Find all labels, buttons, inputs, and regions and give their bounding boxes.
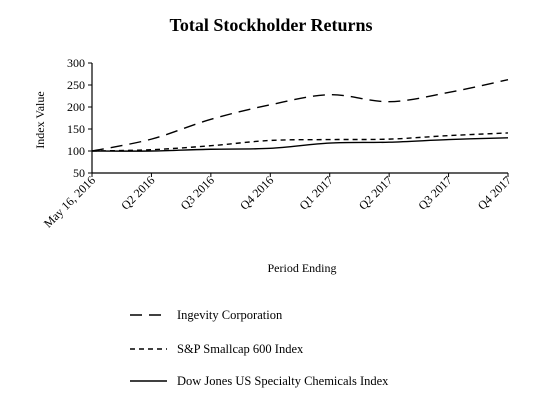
axes: 50 100 150 200 250 300 May 16, 2016 Q2 2016 Q3 2… bbox=[41, 56, 514, 230]
legend-label-2: Dow Jones US Specialty Chemicals Index bbox=[177, 374, 389, 388]
x-tick-label: Q2 2017 bbox=[356, 173, 395, 212]
x-tick-label: Q4 2017 bbox=[475, 173, 514, 212]
x-tick-label: Q4 2016 bbox=[237, 173, 276, 212]
series-line-2 bbox=[91, 137, 509, 152]
y-tick-label: 250 bbox=[67, 78, 85, 92]
y-tick-label: 200 bbox=[67, 100, 85, 114]
x-axis-label: Period Ending bbox=[268, 261, 337, 275]
legend: Ingevity Corporation S&P Smallcap 600 Ind… bbox=[130, 308, 389, 388]
series-line-1 bbox=[91, 132, 509, 152]
y-tick-label: 50 bbox=[73, 166, 85, 180]
series-layer bbox=[91, 79, 509, 152]
legend-label-0: Ingevity Corporation bbox=[177, 308, 283, 322]
x-tick-label: May 16, 2016 bbox=[41, 173, 98, 230]
series-line-0 bbox=[91, 79, 509, 152]
x-tick-label: Q3 2017 bbox=[415, 173, 454, 212]
x-tick-label: Q2 2016 bbox=[118, 173, 157, 212]
chart-title: Total Stockholder Returns bbox=[169, 15, 372, 35]
x-tick-label: Q1 2017 bbox=[296, 173, 335, 212]
y-tick-label: 100 bbox=[67, 144, 85, 158]
y-tick-label: 150 bbox=[67, 122, 85, 136]
legend-label-1: S&P Smallcap 600 Index bbox=[177, 342, 304, 356]
x-tick-label: Q3 2016 bbox=[178, 173, 217, 212]
y-tick-label: 300 bbox=[67, 56, 85, 70]
y-axis-label: Index Value bbox=[33, 91, 47, 148]
